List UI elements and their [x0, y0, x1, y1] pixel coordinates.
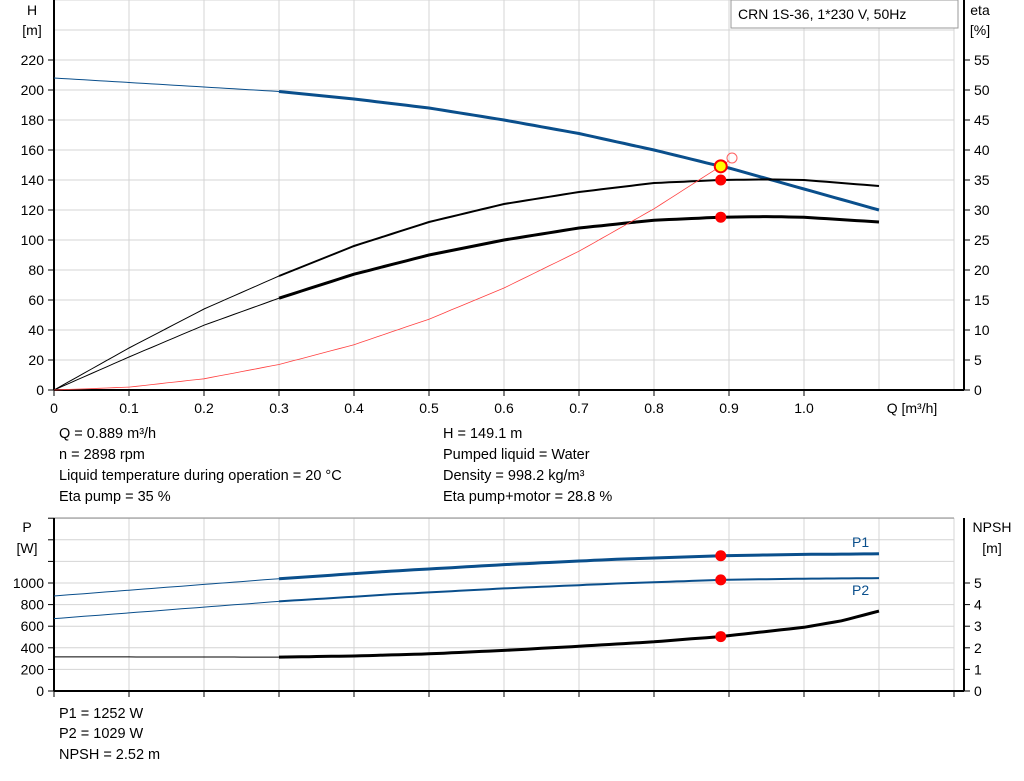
eta-tick-label: 10: [974, 322, 990, 338]
eta-tick-label: 40: [974, 142, 990, 158]
npsh-duty-point: [715, 631, 727, 643]
h-tick-label: 160: [21, 142, 45, 158]
p-axis-label: P: [22, 519, 31, 535]
q-tick-label: 0.7: [569, 400, 589, 416]
q-tick-label: 0.2: [194, 400, 214, 416]
p1-curve-thin: [53, 578, 280, 597]
p2-curve: [278, 577, 880, 603]
head-duty-point: [713, 159, 728, 174]
info-speed: n = 2898 rpm: [59, 447, 145, 463]
p2-series-label: P2: [852, 582, 869, 598]
q-axis-label: Q [m³/h]: [887, 400, 938, 416]
npsh-tick-label: 3: [974, 618, 982, 634]
eta-tick-label: 55: [974, 52, 990, 68]
h-tick-label: 20: [28, 352, 44, 368]
eta-tick-label: 5: [974, 352, 982, 368]
p1-duty-point: [715, 550, 727, 562]
h-tick-label: 40: [28, 322, 44, 338]
p-axis-unit: [W]: [17, 540, 38, 556]
q-tick-label: 0: [50, 400, 58, 416]
npsh-tick-label: 5: [974, 575, 982, 591]
info-npsh: NPSH = 2.52 m: [59, 747, 161, 763]
curves: [53, 77, 880, 659]
q-tick-label: 0.4: [344, 400, 364, 416]
q-tick-label: 0.6: [494, 400, 514, 416]
eta-tick-label: 25: [974, 232, 990, 248]
h-tick-label: 0: [36, 382, 44, 398]
info-liquid-temp: Liquid temperature during operation = 20…: [59, 468, 342, 484]
p2-curve-thin: [53, 600, 280, 620]
h-tick-label: 200: [21, 82, 45, 98]
npsh-tick-label: 4: [974, 597, 982, 613]
p-tick-label: 1000: [13, 575, 44, 591]
bottom-grid: [53, 517, 965, 692]
p-tick-label: 400: [21, 640, 45, 656]
npsh-curve: [278, 609, 880, 659]
system-curve: [53, 160, 730, 391]
info-p1: P1 = 1252 W: [59, 706, 144, 722]
eta-tick-label: 35: [974, 172, 990, 188]
info-head: H = 149.1 m: [443, 426, 523, 442]
head-curve-thin: [53, 77, 280, 92]
h-axis-label: H: [27, 2, 37, 18]
eta-pump-curve: [278, 178, 880, 277]
legend-text: CRN 1S-36, 1*230 V, 50Hz: [738, 6, 906, 22]
p-tick-label: 800: [21, 597, 45, 613]
info-density: Density = 998.2 kg/m³: [443, 468, 585, 484]
h-tick-label: 180: [21, 112, 45, 128]
head-curve: [278, 90, 880, 212]
eta-total-curve: [278, 215, 880, 300]
eta-pump-duty-point: [715, 174, 727, 186]
npsh-tick-label: 1: [974, 661, 982, 677]
p2-duty-point: [715, 574, 727, 586]
eta-total-curve-thin: [53, 297, 280, 391]
eta-tick-label: 15: [974, 292, 990, 308]
eta-axis-label: eta: [970, 2, 990, 18]
q-tick-label: 0.5: [419, 400, 439, 416]
info-eta-pump: Eta pump = 35 %: [59, 489, 171, 505]
h-tick-label: 220: [21, 52, 45, 68]
p-tick-label: 200: [21, 661, 45, 677]
h-tick-label: 100: [21, 232, 45, 248]
eta-tick-label: 50: [974, 82, 990, 98]
p1-curve: [278, 552, 880, 581]
h-tick-label: 140: [21, 172, 45, 188]
eta-tick-label: 20: [974, 262, 990, 278]
npsh-tick-label: 0: [974, 683, 982, 699]
h-tick-label: 120: [21, 202, 45, 218]
q-tick-label: 0.1: [119, 400, 139, 416]
q-tick-label: 0.9: [719, 400, 739, 416]
system-curve-end-marker: [726, 152, 738, 164]
p1-series-label: P1: [852, 534, 869, 550]
eta-tick-label: 30: [974, 202, 990, 218]
npsh-axis-unit: [m]: [982, 540, 1001, 556]
tick-labels: 0204060801001201401601802002200510152025…: [13, 52, 990, 699]
p-tick-label: 600: [21, 618, 45, 634]
npsh-axis-label: NPSH: [973, 519, 1012, 535]
legend-box: [730, 0, 959, 29]
h-tick-label: 80: [28, 262, 44, 278]
p-tick-label: 0: [36, 683, 44, 699]
q-tick-label: 0.3: [269, 400, 289, 416]
eta-total-duty-point: [715, 211, 727, 223]
h-tick-label: 60: [28, 292, 44, 308]
eta-tick-label: 45: [974, 112, 990, 128]
info-eta-total: Eta pump+motor = 28.8 %: [443, 489, 613, 505]
info-q: Q = 0.889 m³/h: [59, 426, 157, 442]
info-p2: P2 = 1029 W: [59, 726, 144, 742]
h-axis-unit: [m]: [22, 22, 41, 38]
eta-pump-curve-thin: [53, 275, 280, 391]
eta-axis-unit: [%]: [970, 22, 990, 38]
q-tick-label: 1.0: [794, 400, 814, 416]
npsh-tick-label: 2: [974, 640, 982, 656]
q-tick-label: 0.8: [644, 400, 664, 416]
eta-tick-label: 0: [974, 382, 982, 398]
info-liquid: Pumped liquid = Water: [443, 447, 590, 463]
